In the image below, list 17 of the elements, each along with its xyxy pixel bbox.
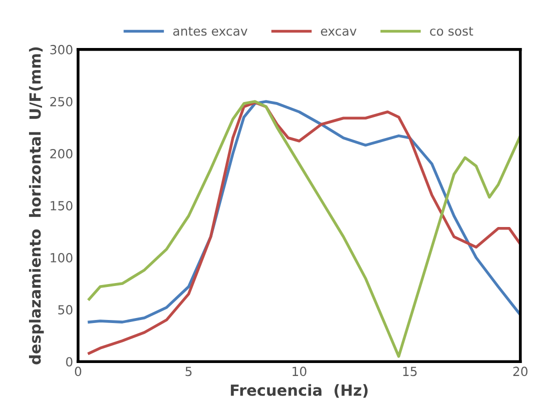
y-tick-label: 0 bbox=[66, 357, 72, 367]
y-tick-label: 200 bbox=[50, 148, 72, 158]
legend-label: excav bbox=[320, 28, 356, 36]
y-tick-label: 100 bbox=[50, 253, 72, 262]
x-tick-label: 0 bbox=[74, 366, 82, 376]
y-tick-label: 50 bbox=[58, 305, 72, 314]
y-axis-title: desplazamiento horizontal U/F(mm) bbox=[29, 47, 44, 364]
x-tick-label: 20 bbox=[513, 366, 528, 376]
legend-label: co sost bbox=[430, 26, 474, 36]
x-tick-label: 15 bbox=[403, 366, 417, 376]
y-tick-label: 150 bbox=[50, 200, 72, 210]
y-tick-label: 250 bbox=[50, 96, 72, 106]
y-tick-label: 300 bbox=[50, 44, 72, 54]
x-tick-label: 10 bbox=[292, 366, 306, 376]
legend-label: antes excav bbox=[173, 26, 248, 36]
x-axis-title: Frecuencia (Hz) bbox=[230, 384, 368, 398]
x-tick-label: 5 bbox=[186, 366, 192, 376]
